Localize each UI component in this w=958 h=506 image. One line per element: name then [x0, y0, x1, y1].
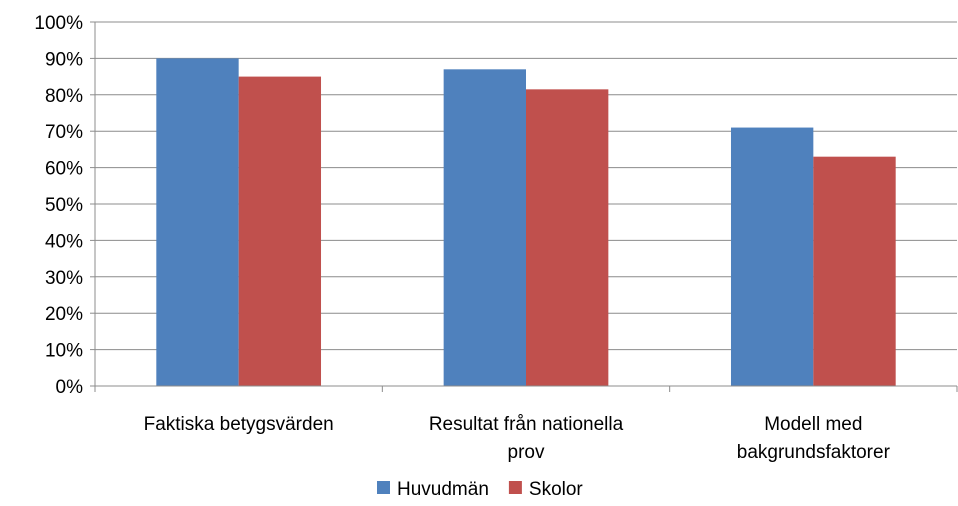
bar-huvudman: [156, 58, 239, 387]
y-tick-labels: 0% 10% 20% 30% 40% 50% 60% 70% 80% 90% 100%: [34, 13, 83, 398]
legend-swatch: [377, 481, 390, 494]
y-tick-label: 40%: [45, 231, 83, 252]
bar-huvudman: [730, 127, 814, 386]
legend-label: Skolor: [529, 479, 584, 500]
legend-swatch: [508, 481, 522, 494]
y-tick-label: 20%: [45, 304, 83, 325]
y-tick-label: 0%: [56, 377, 84, 398]
axes: [90, 21, 958, 392]
y-tick-label: 50%: [45, 195, 83, 216]
bars: [156, 58, 896, 387]
y-tick-label: 30%: [45, 268, 83, 289]
bar-skolor: [813, 156, 896, 386]
bar-skolor: [238, 76, 322, 386]
y-tick-label: 90%: [45, 49, 83, 70]
y-tick-label: 100%: [34, 13, 83, 34]
bar-skolor: [526, 89, 609, 386]
y-tick-label: 80%: [45, 86, 83, 107]
category-labels: Faktiska betygsvärden Resultat från natio…: [144, 414, 891, 463]
legend: Huvudmän Skolor: [377, 479, 583, 500]
y-tick-label: 10%: [45, 341, 83, 362]
category-label: Resultat från nationella prov: [429, 414, 624, 463]
category-label: Modell med bakgrundsfaktorer: [737, 414, 891, 463]
legend-label: Huvudmän: [397, 479, 489, 500]
category-label: Faktiska betygsvärden: [144, 414, 334, 435]
bar-huvudman: [443, 69, 526, 386]
y-tick-label: 70%: [45, 122, 83, 143]
y-tick-label: 60%: [45, 159, 83, 180]
